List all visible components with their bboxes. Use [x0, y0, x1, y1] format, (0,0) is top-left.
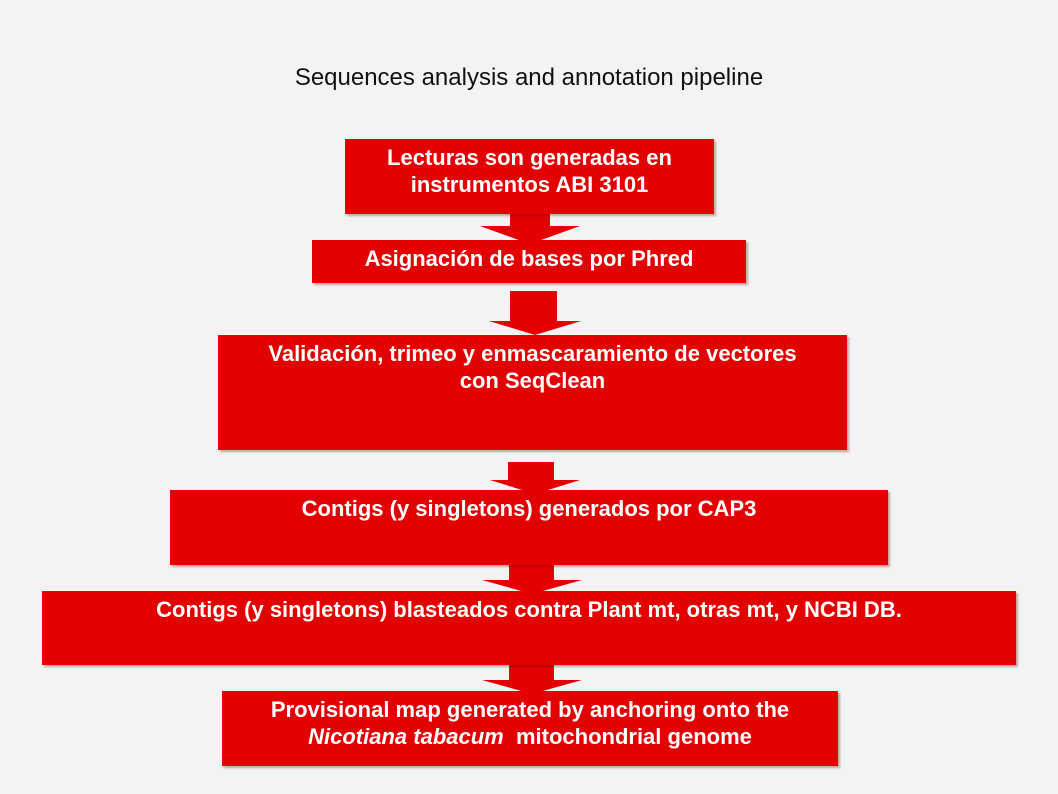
species-name: Nicotiana tabacum: [308, 724, 504, 749]
step-text-line2: Nicotiana tabacum mitochondrial genome: [222, 723, 838, 750]
step-box-reads: Lecturas son generadas en instrumentos A…: [345, 139, 714, 214]
arrow-down-icon: [482, 562, 582, 594]
arrow-down-icon: [482, 662, 582, 694]
step-text: Lecturas son generadas en: [387, 145, 672, 170]
step-box-cap3: Contigs (y singletons) generados por CAP…: [170, 490, 888, 565]
step-box-provisional-map: Provisional map generated by anchoring o…: [222, 691, 838, 766]
step-text: Asignación de bases por Phred: [364, 246, 694, 271]
step-text: con SeqClean: [459, 368, 606, 393]
arrow-down-icon: [489, 291, 581, 335]
step-text: Provisional map generated by anchoring o…: [270, 697, 790, 722]
step-box-phred: Asignación de bases por Phred: [312, 240, 746, 283]
arrow-down-icon: [480, 212, 580, 244]
step-box-seqclean: Validación, trimeo y enmascaramiento de …: [218, 335, 847, 450]
arrow-down-icon: [490, 462, 580, 494]
step-text: instrumentos ABI 3101: [410, 172, 649, 197]
step-box-blast: Contigs (y singletons) blasteados contra…: [42, 591, 1016, 665]
step-text: Contigs (y singletons) generados por CAP…: [301, 496, 757, 521]
diagram-title: Sequences analysis and annotation pipeli…: [294, 64, 764, 91]
step-text: Contigs (y singletons) blasteados contra…: [156, 597, 902, 622]
step-text: Validación, trimeo y enmascaramiento de …: [268, 341, 797, 366]
step-text-rest: mitochondrial genome: [503, 724, 752, 749]
